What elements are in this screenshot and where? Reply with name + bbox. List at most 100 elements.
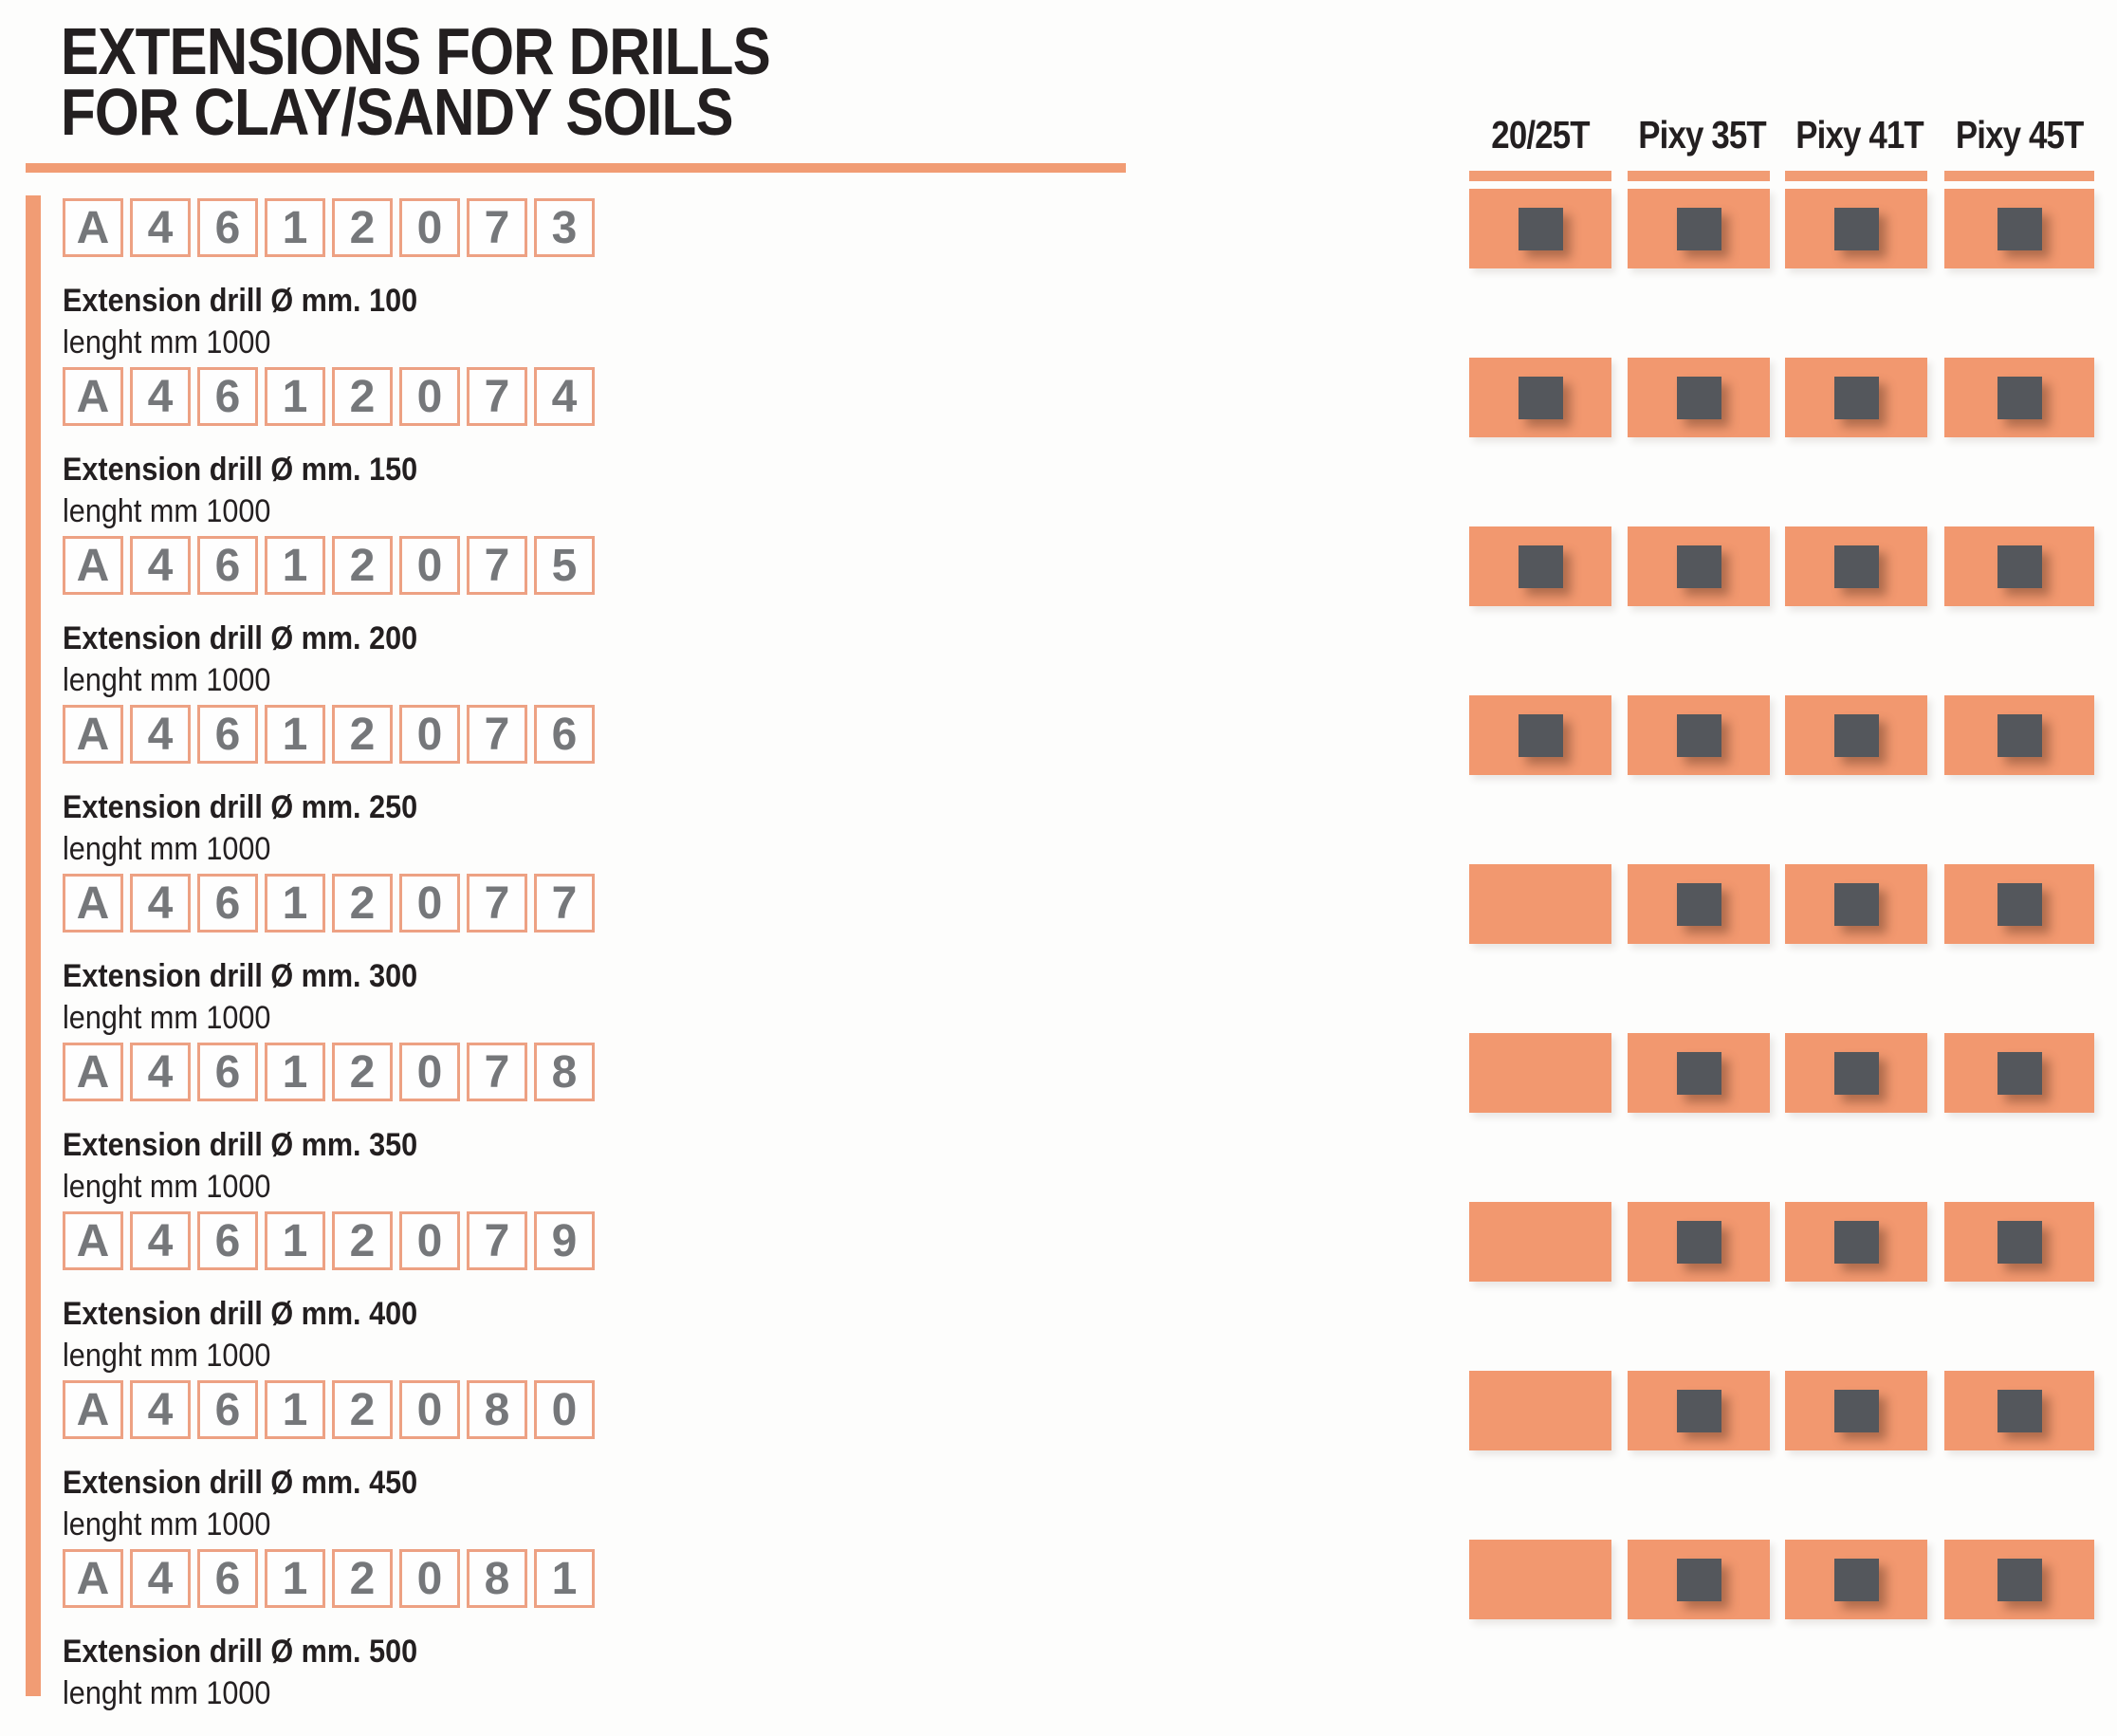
product-text: Extension drill Ø mm. 450 lenght mm 1000 (63, 1462, 457, 1545)
product-description: Extension drill Ø mm. 350 (63, 1127, 418, 1163)
code-character-box: 7 (467, 1043, 527, 1101)
availability-square-icon (1676, 207, 1721, 250)
code-character-box: 2 (332, 705, 393, 764)
code-character-box: 6 (197, 1211, 258, 1270)
machine-column-header: Pixy 45T (1944, 112, 2094, 181)
code-character-box: 0 (534, 1380, 595, 1439)
code-character-box: 4 (130, 198, 191, 257)
product-description: Extension drill Ø mm. 500 (63, 1634, 418, 1670)
availability-square-icon (1833, 207, 1879, 250)
compatibility-cell (1944, 695, 2094, 775)
code-character-box: 1 (265, 1549, 325, 1608)
compatibility-cell (1944, 526, 2094, 606)
product-length-note: lenght mm 1000 (63, 831, 271, 867)
availability-square-icon (1833, 545, 1879, 588)
code-character-box: 6 (197, 874, 258, 933)
code-character-box: 4 (534, 367, 595, 426)
compatibility-cell (1628, 1202, 1770, 1282)
code-character-box: 8 (467, 1549, 527, 1608)
code-character-box: 4 (130, 1380, 191, 1439)
compatibility-cell (1628, 358, 1770, 437)
page-title: EXTENSIONS FOR DRILLS FOR CLAY/SANDY SOIL… (61, 18, 771, 145)
availability-square-icon (1676, 376, 1721, 419)
code-character-box: A (63, 198, 123, 257)
code-character-box: 2 (332, 874, 393, 933)
compatibility-cell (1944, 358, 2094, 437)
code-character-box: 6 (197, 536, 258, 595)
code-character-box: 6 (197, 367, 258, 426)
compatibility-cells (0, 1540, 2117, 1619)
code-character-box: 7 (467, 367, 527, 426)
code-character-box: 0 (399, 536, 460, 595)
code-character-box: 4 (130, 1211, 191, 1270)
availability-square-icon (1518, 713, 1563, 757)
availability-square-icon (1997, 1051, 2042, 1095)
code-character-box: 6 (197, 1043, 258, 1101)
compatibility-cell (1628, 1371, 1770, 1450)
code-character-box: 2 (332, 1380, 393, 1439)
compatibility-cell (1944, 1202, 2094, 1282)
availability-square-icon (1676, 1558, 1721, 1601)
column-underline (1944, 171, 2094, 181)
availability-square-icon (1833, 376, 1879, 419)
code-character-box: 4 (130, 705, 191, 764)
availability-square-icon (1676, 882, 1721, 926)
machine-column-header: Pixy 35T (1628, 112, 1770, 181)
code-character-box: 0 (399, 705, 460, 764)
code-character-box: 1 (265, 1211, 325, 1270)
product-description: Extension drill Ø mm. 300 (63, 958, 418, 994)
machine-column-label: Pixy 45T (1955, 113, 2084, 157)
compatibility-cells (0, 1371, 2117, 1450)
availability-square-icon (1833, 882, 1879, 926)
code-character-box: 1 (265, 1043, 325, 1101)
product-text: Extension drill Ø mm. 350 lenght mm 1000 (63, 1124, 457, 1208)
product-length-note: lenght mm 1000 (63, 1000, 271, 1036)
product-description: Extension drill Ø mm. 150 (63, 452, 418, 488)
code-character-box: 7 (467, 1211, 527, 1270)
code-character-box: A (63, 536, 123, 595)
availability-square-icon (1676, 545, 1721, 588)
code-character-box: A (63, 1380, 123, 1439)
code-character-box: 0 (399, 1549, 460, 1608)
code-character-box: 7 (467, 874, 527, 933)
availability-square-icon (1833, 1558, 1879, 1601)
code-character-box: A (63, 1043, 123, 1101)
machine-column-label: 20/25T (1491, 113, 1590, 157)
machine-column-label: Pixy 41T (1795, 113, 1924, 157)
code-character-box: 0 (399, 1380, 460, 1439)
code-character-box: 0 (399, 198, 460, 257)
availability-square-icon (1676, 1051, 1721, 1095)
compatibility-cell (1628, 695, 1770, 775)
code-character-box: A (63, 1211, 123, 1270)
availability-square-icon (1997, 1558, 2042, 1601)
product-description: Extension drill Ø mm. 100 (63, 283, 418, 319)
product-text: Extension drill Ø mm. 300 lenght mm 1000 (63, 955, 457, 1039)
compatibility-cell (1469, 1033, 1611, 1113)
product-length-note: lenght mm 1000 (63, 1338, 271, 1374)
code-character-box: 2 (332, 1549, 393, 1608)
availability-square-icon (1997, 376, 2042, 419)
product-text: Extension drill Ø mm. 250 lenght mm 1000 (63, 786, 457, 870)
availability-square-icon (1676, 1389, 1721, 1432)
product-description: Extension drill Ø mm. 200 (63, 620, 418, 656)
code-character-box: 0 (399, 874, 460, 933)
code-character-box: 6 (197, 1380, 258, 1439)
code-character-box: 1 (265, 198, 325, 257)
availability-square-icon (1676, 1220, 1721, 1264)
code-character-box: A (63, 705, 123, 764)
compatibility-cell (1944, 1540, 2094, 1619)
compatibility-cells (0, 695, 2117, 775)
code-character-box: 2 (332, 1211, 393, 1270)
compatibility-cells (0, 358, 2117, 437)
compatibility-cell (1469, 695, 1611, 775)
compatibility-cell (1785, 1371, 1927, 1450)
code-character-box: 2 (332, 198, 393, 257)
availability-square-icon (1518, 545, 1563, 588)
